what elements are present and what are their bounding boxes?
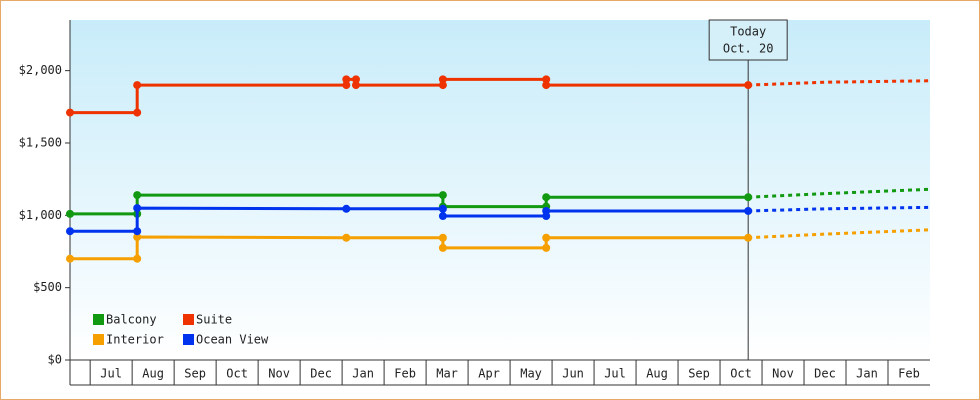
data-point — [744, 206, 753, 215]
legend-label: Ocean View — [196, 333, 269, 347]
data-point — [133, 227, 142, 236]
x-tick-label: Oct — [730, 367, 752, 381]
x-tick-label: Aug — [646, 367, 668, 381]
data-point — [542, 75, 551, 84]
data-point — [342, 75, 351, 84]
data-point — [133, 81, 142, 90]
x-tick-label: Jul — [100, 367, 122, 381]
data-point — [133, 204, 142, 213]
data-point — [542, 243, 551, 252]
data-point — [744, 193, 753, 202]
x-tick-label: Sep — [688, 367, 710, 381]
x-tick-label: Apr — [478, 367, 500, 381]
x-tick-label: Jun — [562, 367, 584, 381]
data-point — [133, 233, 142, 242]
data-point — [438, 212, 447, 221]
x-tick-label: May — [520, 367, 542, 381]
legend-swatch — [183, 334, 194, 345]
forecast-line — [748, 228, 931, 240]
data-point — [66, 254, 74, 263]
legend-label: Suite — [196, 313, 232, 327]
x-tick-label: Dec — [310, 367, 332, 381]
y-tick-label: $500 — [33, 280, 62, 294]
x-tick-label: Jan — [856, 367, 878, 381]
y-tick-label: $1,500 — [19, 135, 62, 149]
legend-swatch — [93, 334, 104, 345]
data-point — [133, 254, 142, 263]
y-tick-label: $0 — [48, 353, 62, 367]
x-tick-label: Dec — [814, 367, 836, 381]
x-tick-label: Oct — [226, 367, 248, 381]
data-point — [66, 227, 74, 236]
data-point — [66, 209, 74, 218]
data-point — [438, 233, 447, 242]
data-point — [133, 108, 142, 117]
y-tick-label: $1,000 — [19, 208, 62, 222]
x-tick-label: Nov — [268, 367, 290, 381]
data-point — [744, 233, 753, 242]
legend-label: Interior — [106, 333, 164, 347]
data-point — [133, 191, 142, 200]
today-label: Today — [730, 25, 766, 39]
x-tick-label: Nov — [772, 367, 794, 381]
data-point — [438, 204, 447, 213]
x-tick-label: Jan — [352, 367, 374, 381]
data-point — [66, 108, 74, 117]
today-label: Oct. 20 — [723, 42, 774, 56]
x-tick-label: Sep — [184, 367, 206, 381]
data-point — [542, 81, 551, 90]
data-point — [351, 81, 360, 90]
forecast-line — [748, 187, 931, 199]
data-point — [438, 81, 447, 90]
x-tick-label: Aug — [142, 367, 164, 381]
plot-area — [70, 20, 930, 360]
data-point — [744, 81, 753, 90]
data-point — [542, 193, 551, 202]
data-point — [438, 75, 447, 84]
x-tick-label: Feb — [394, 367, 416, 381]
forecast-line — [748, 79, 931, 87]
data-point — [542, 206, 551, 215]
data-point — [438, 191, 447, 200]
data-point — [438, 243, 447, 252]
x-tick-label: Mar — [436, 367, 458, 381]
data-point — [351, 75, 360, 84]
today-box — [708, 19, 788, 61]
x-tick-label: Feb — [898, 367, 920, 381]
data-point — [542, 233, 551, 242]
data-point — [342, 81, 351, 90]
data-point — [342, 233, 351, 242]
y-tick-label: $2,000 — [19, 63, 62, 77]
data-point — [342, 204, 351, 213]
x-tick-label: Jul — [604, 367, 626, 381]
legend-label: Balcony — [106, 313, 157, 327]
legend-swatch — [93, 314, 104, 325]
forecast-line — [748, 205, 931, 213]
legend-swatch — [183, 314, 194, 325]
